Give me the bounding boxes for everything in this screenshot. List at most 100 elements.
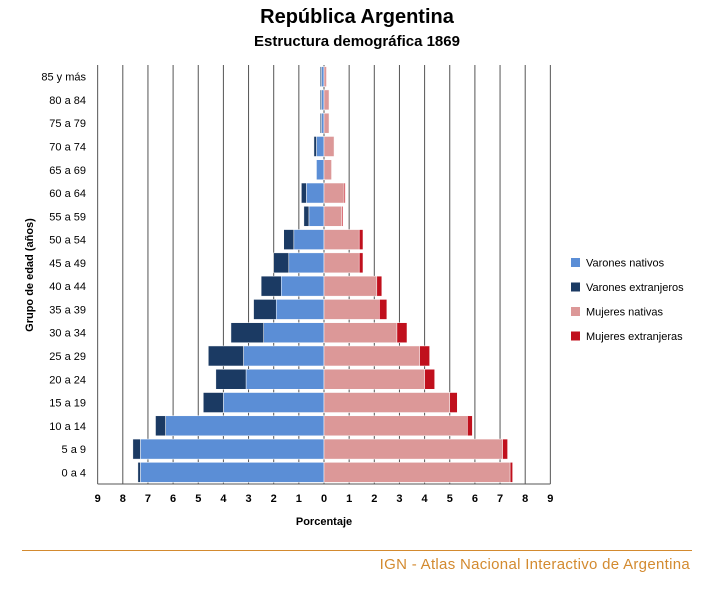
legend-label: Varones extranjeros (586, 282, 684, 294)
bar-mujeres-nativas (323, 206, 342, 227)
footer-credit: IGN - Atlas Nacional Interactivo de Arge… (379, 556, 690, 573)
y-tick-label: 25 a 29 (49, 351, 86, 363)
x-tick-label: 0 (321, 493, 327, 505)
bar-mujeres-nativas (323, 415, 468, 437)
y-tick-label: 35 a 39 (49, 304, 86, 316)
bar-varones-extranjeros (132, 438, 141, 460)
y-tick-label: 70 a 74 (49, 141, 86, 153)
bar-varones-extranjeros (319, 112, 322, 134)
legend-label: Mujeres nativas (586, 307, 664, 319)
y-tick-label: 55 a 59 (49, 211, 86, 223)
bar-mujeres-extranjeras (396, 322, 408, 343)
bar-varones-extranjeros (283, 229, 295, 250)
y-tick-label: 20 a 24 (49, 374, 86, 386)
bar-varones-nativos (316, 159, 325, 181)
bar-varones-nativos (263, 322, 325, 343)
bar-mujeres-extranjeras (424, 368, 435, 390)
bar-mujeres-nativas (323, 462, 511, 483)
bar-varones-nativos (308, 206, 325, 227)
y-tick-label: 75 a 79 (49, 118, 86, 130)
bar-mujeres-nativas (323, 252, 360, 274)
bar-mujeres-nativas (323, 182, 345, 204)
bar-varones-nativos (321, 112, 325, 134)
bar-varones-nativos (140, 462, 325, 483)
x-tick-label: 5 (447, 493, 453, 505)
x-tick-label: 3 (245, 493, 251, 505)
legend-label: Varones nativos (586, 258, 665, 270)
bar-mujeres-nativas (323, 89, 330, 111)
bar-varones-extranjeros (230, 322, 264, 343)
bar-varones-nativos (321, 66, 325, 87)
bar-mujeres-nativas (323, 345, 420, 367)
y-tick-label: 45 a 49 (49, 258, 86, 270)
bar-varones-extranjeros (155, 415, 166, 437)
y-tick-label: 5 a 9 (62, 444, 86, 456)
y-tick-label: 50 a 54 (49, 235, 86, 247)
bar-varones-nativos (245, 368, 325, 390)
bar-varones-nativos (280, 275, 325, 297)
legend-swatch (571, 307, 580, 316)
footer-divider (22, 550, 692, 551)
x-tick-label: 2 (371, 493, 377, 505)
bar-varones-extranjeros (215, 368, 247, 390)
x-tick-label: 9 (547, 493, 553, 505)
bar-varones-extranjeros (319, 66, 322, 87)
bar-varones-nativos (288, 252, 325, 274)
y-tick-label: 30 a 34 (49, 328, 86, 340)
legend-label: Mujeres extranjeras (586, 331, 683, 343)
x-axis-label: Porcentaje (296, 516, 352, 528)
bar-varones-extranjeros (301, 182, 307, 204)
bar-mujeres-extranjeras (376, 275, 383, 297)
bar-mujeres-extranjeras (358, 252, 364, 274)
y-tick-label: 60 a 64 (49, 188, 86, 200)
y-tick-label: 0 a 4 (62, 467, 86, 479)
bar-mujeres-extranjeras (379, 299, 388, 320)
bar-mujeres-extranjeras (341, 206, 344, 227)
bar-varones-extranjeros (273, 252, 290, 274)
x-tick-label: 8 (522, 493, 528, 505)
x-tick-label: 5 (195, 493, 201, 505)
bar-varones-nativos (243, 345, 325, 367)
chart-subtitle: Estructura demográfica 1869 (254, 33, 460, 50)
bar-mujeres-nativas (323, 392, 450, 413)
x-tick-label: 7 (497, 493, 503, 505)
y-tick-label: 65 a 69 (49, 165, 86, 177)
x-tick-label: 3 (396, 493, 402, 505)
bar-varones-extranjeros (203, 392, 224, 413)
bar-mujeres-nativas (323, 159, 332, 181)
x-tick-labels: 9 8 7 6 5 4 3 2 1 0 1 2 3 4 5 6 7 8 9 (95, 493, 554, 505)
bar-varones-extranjeros (208, 345, 244, 367)
bar-mujeres-nativas (323, 368, 425, 390)
legend-swatch (571, 331, 580, 341)
bar-varones-nativos (275, 299, 325, 320)
bar-varones-nativos (316, 136, 325, 157)
legend: Varones nativos Varones extranjeros Mujere… (571, 258, 684, 343)
grid-lines (97, 65, 551, 485)
bar-varones-extranjeros (253, 299, 277, 320)
bar-mujeres-nativas (323, 112, 330, 134)
bar-mujeres-nativas (323, 322, 398, 343)
bar-varones-nativos (140, 438, 325, 460)
bar-mujeres-extranjeras (358, 229, 364, 250)
x-tick-label: 1 (296, 493, 302, 505)
bar-mujeres-nativas (323, 229, 360, 250)
bar-mujeres-nativas (323, 275, 378, 297)
y-axis-label: Grupo de edad (años) (24, 218, 36, 332)
x-tick-label: 6 (170, 493, 176, 505)
bar-mujeres-extranjeras (509, 462, 513, 483)
y-tick-label: 10 a 14 (49, 421, 86, 433)
bar-varones-nativos (223, 392, 325, 413)
bar-mujeres-extranjeras (343, 182, 346, 204)
legend-swatch (571, 258, 580, 267)
bar-mujeres-nativas (323, 299, 380, 320)
x-tick-label: 6 (472, 493, 478, 505)
y-tick-label: 15 a 19 (49, 398, 86, 410)
bar-mujeres-nativas (323, 66, 327, 87)
bar-varones-extranjeros (303, 206, 310, 227)
bar-varones-extranjeros (319, 89, 322, 111)
bar-varones-nativos (165, 415, 325, 437)
bar-varones-nativos (306, 182, 325, 204)
x-tick-label: 4 (220, 493, 227, 505)
x-tick-label: 1 (346, 493, 352, 505)
